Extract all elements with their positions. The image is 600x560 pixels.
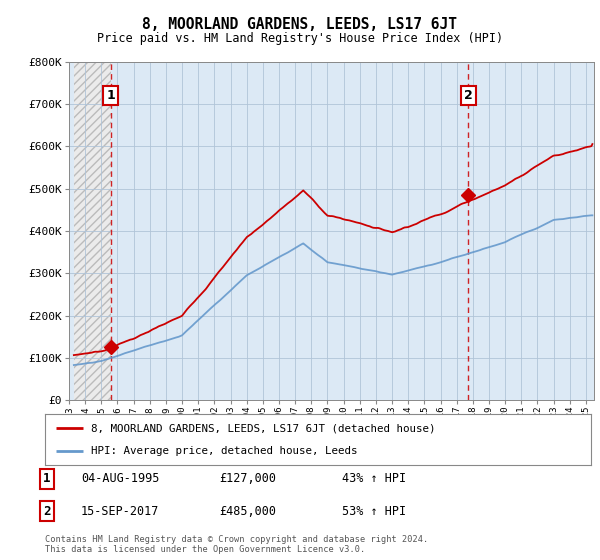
Text: £127,000: £127,000 (219, 472, 276, 486)
Bar (74, 62, 111, 400)
Text: 43% ↑ HPI: 43% ↑ HPI (342, 472, 406, 486)
Text: 2: 2 (43, 505, 50, 518)
Text: £485,000: £485,000 (219, 505, 276, 518)
Text: 53% ↑ HPI: 53% ↑ HPI (342, 505, 406, 518)
Text: HPI: Average price, detached house, Leeds: HPI: Average price, detached house, Leed… (91, 446, 358, 456)
Text: 04-AUG-1995: 04-AUG-1995 (81, 472, 160, 486)
Text: 8, MOORLAND GARDENS, LEEDS, LS17 6JT: 8, MOORLAND GARDENS, LEEDS, LS17 6JT (143, 17, 458, 32)
Text: Price paid vs. HM Land Registry's House Price Index (HPI): Price paid vs. HM Land Registry's House … (97, 32, 503, 45)
Text: 1: 1 (106, 89, 115, 102)
Text: 2: 2 (464, 89, 473, 102)
Text: 8, MOORLAND GARDENS, LEEDS, LS17 6JT (detached house): 8, MOORLAND GARDENS, LEEDS, LS17 6JT (de… (91, 423, 436, 433)
Text: 1: 1 (43, 472, 50, 486)
Text: Contains HM Land Registry data © Crown copyright and database right 2024.
This d: Contains HM Land Registry data © Crown c… (45, 535, 428, 554)
Text: 15-SEP-2017: 15-SEP-2017 (81, 505, 160, 518)
